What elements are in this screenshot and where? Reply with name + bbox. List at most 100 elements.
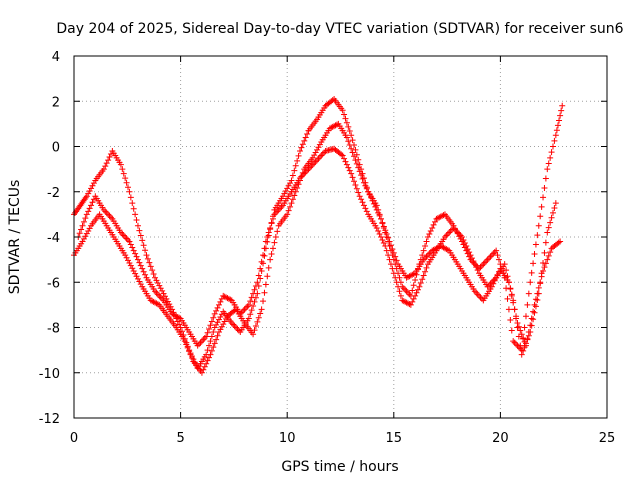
- data-point-interp: [508, 291, 515, 298]
- data-point-interp: [515, 333, 522, 340]
- data-point-interp: [460, 237, 467, 244]
- data-point-interp: [315, 144, 322, 151]
- data-point-interp: [247, 311, 254, 318]
- data-point-interp: [541, 184, 548, 191]
- data-point-interp: [420, 247, 427, 254]
- data-point: [160, 290, 167, 297]
- data-point-interp: [341, 111, 348, 118]
- data-point-interp: [487, 280, 494, 287]
- data-point-interp: [200, 336, 207, 343]
- data-point-interp: [383, 230, 390, 237]
- data-point-interp: [486, 255, 493, 262]
- data-point-interp: [247, 298, 254, 305]
- data-point: [424, 234, 431, 240]
- data-point-interp: [260, 252, 267, 259]
- data-point-interp: [538, 203, 545, 210]
- data-point-interp: [402, 286, 409, 293]
- data-point-interp: [432, 218, 439, 225]
- data-point: [143, 252, 150, 259]
- data-point-interp: [260, 260, 267, 267]
- data-point-interp: [127, 194, 134, 201]
- data-point-interp: [353, 160, 360, 167]
- y-tick-label: 0: [52, 141, 60, 156]
- data-point-interp: [387, 261, 394, 268]
- data-point-interp: [88, 202, 95, 209]
- data-point-interp: [201, 335, 208, 342]
- data-point: [535, 290, 542, 297]
- data-point-interp: [372, 203, 379, 210]
- data-point-interp: [504, 295, 511, 302]
- data-point-interp: [551, 204, 558, 211]
- data-point: [267, 256, 274, 263]
- data-point-interp: [281, 190, 288, 197]
- data-point-interp: [422, 243, 429, 250]
- data-point-interp: [82, 233, 89, 240]
- data-point: [416, 283, 423, 290]
- data-point-interp: [454, 229, 461, 236]
- data-point-interp: [213, 307, 220, 314]
- data-point: [518, 351, 525, 358]
- data-point-interp: [248, 307, 255, 314]
- data-point-interp: [295, 152, 302, 159]
- y-tick-label: 4: [52, 50, 60, 65]
- data-point-interp: [410, 282, 417, 289]
- data-point-interp: [217, 326, 224, 333]
- data-point-interp: [214, 332, 221, 339]
- data-point-interp: [133, 273, 140, 280]
- data-point-interp: [376, 230, 383, 237]
- data-point: [203, 333, 210, 340]
- data-point-interp: [530, 308, 537, 315]
- data-point-interp: [463, 243, 470, 250]
- data-point-interp: [265, 229, 272, 236]
- data-point-interp: [396, 288, 403, 295]
- data-point-interp: [419, 276, 426, 283]
- data-point-interp: [76, 230, 83, 237]
- data-point-interp: [511, 306, 518, 313]
- data-point-interp: [514, 324, 521, 331]
- data-point: [245, 315, 252, 322]
- data-point-interp: [375, 209, 382, 216]
- data-point-interp: [490, 250, 497, 257]
- data-point: [510, 338, 517, 345]
- data-point-interp: [166, 301, 173, 308]
- data-point: [407, 301, 414, 308]
- data-point-interp: [107, 151, 114, 158]
- data-point-interp: [127, 241, 134, 248]
- data-point-interp: [540, 194, 547, 201]
- data-point-interp: [102, 163, 109, 170]
- data-point-interp: [86, 205, 93, 212]
- data-point: [126, 188, 133, 195]
- data-marks: [71, 95, 566, 376]
- y-tick-label: -4: [47, 231, 60, 246]
- data-point-interp: [555, 239, 562, 246]
- series-track-b: [71, 120, 564, 376]
- data-point-interp: [397, 292, 404, 299]
- data-point-interp: [123, 235, 130, 242]
- data-point-interp: [235, 327, 242, 334]
- data-point-interp: [444, 230, 451, 237]
- data-point-interp: [218, 311, 225, 318]
- data-point-interp: [240, 307, 247, 314]
- data-point-interp: [517, 327, 524, 334]
- data-point-interp: [470, 258, 477, 265]
- data-point-interp: [549, 209, 556, 216]
- data-point-interp: [521, 324, 528, 331]
- data-point-interp: [507, 316, 514, 323]
- data-point-interp: [366, 191, 373, 198]
- data-point-interp: [196, 341, 203, 348]
- data-point-interp: [206, 326, 213, 333]
- data-point-interp: [430, 221, 437, 228]
- data-point-interp: [311, 160, 318, 167]
- data-point: [198, 369, 205, 376]
- data-point-interp: [346, 167, 353, 174]
- data-point-interp: [211, 340, 218, 347]
- data-point: [215, 329, 222, 336]
- data-point-interp: [126, 260, 133, 267]
- data-point: [510, 297, 517, 304]
- data-point-interp: [360, 202, 367, 209]
- data-point-interp: [204, 329, 211, 336]
- data-point-interp: [137, 232, 144, 239]
- data-point-interp: [227, 296, 234, 303]
- x-axis-label: GPS time / hours: [281, 459, 398, 475]
- data-point-interp: [379, 237, 386, 244]
